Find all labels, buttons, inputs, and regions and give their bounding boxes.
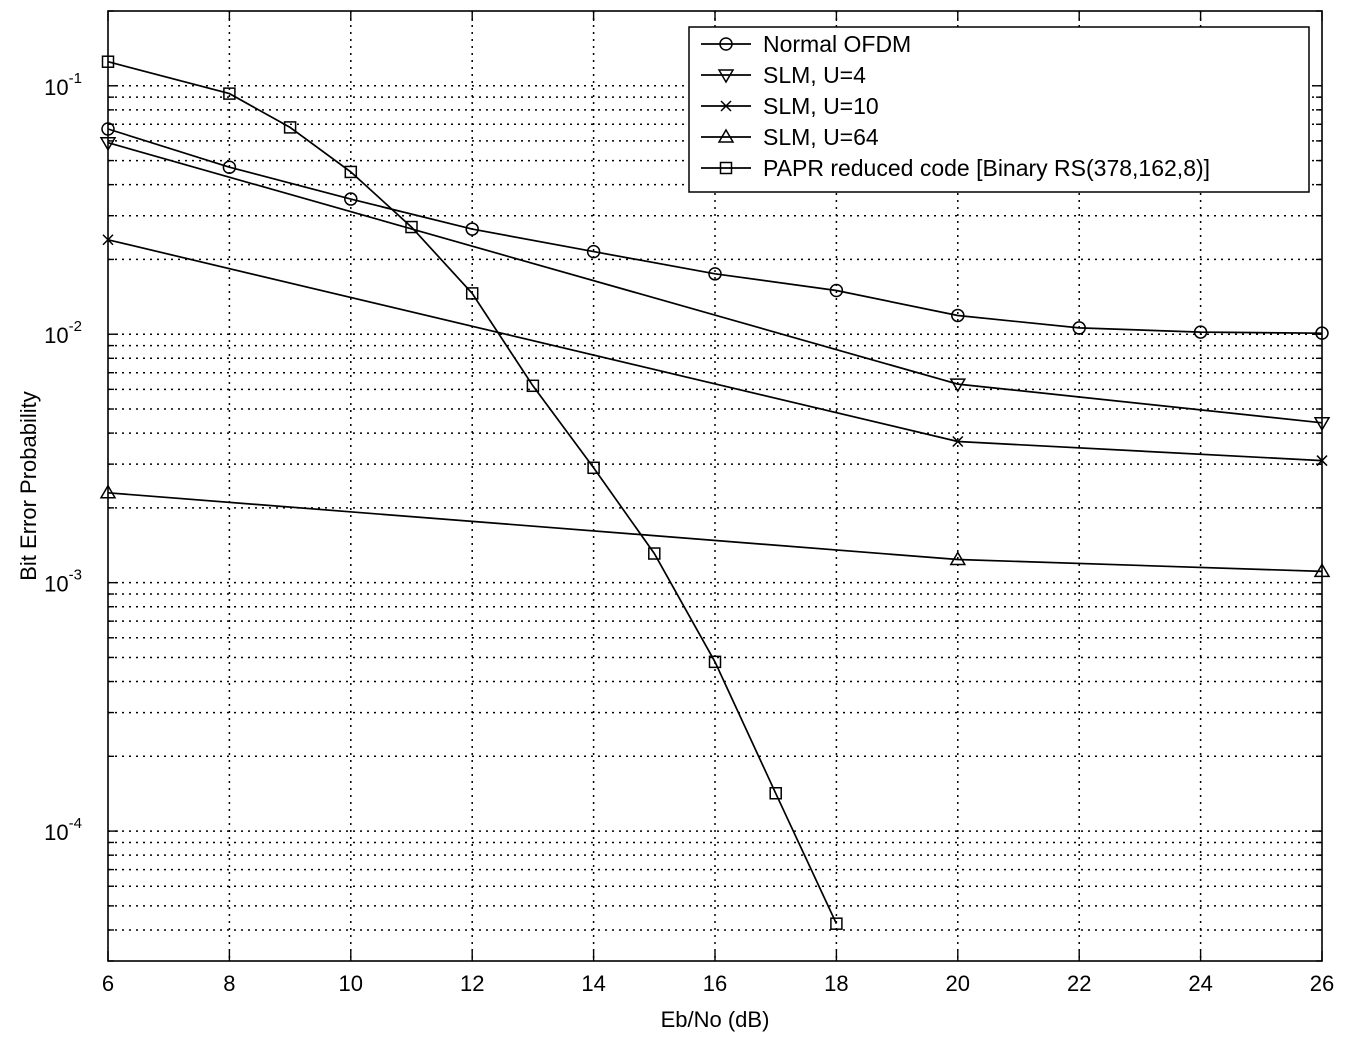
- y-axis-title: Bit Error Probability: [16, 391, 41, 581]
- x-tick-label: 8: [223, 971, 235, 996]
- legend-label: Normal OFDM: [763, 31, 911, 57]
- y-tick-label: 10-2: [44, 318, 82, 348]
- x-tick-label: 22: [1067, 971, 1091, 996]
- x-tick-label: 10: [339, 971, 363, 996]
- y-tick-label: 10-4: [44, 815, 82, 845]
- legend-label: SLM, U=4: [763, 62, 866, 88]
- legend-entry: PAPR reduced code [Binary RS(378,162,8)]: [701, 155, 1210, 181]
- x-tick-label: 18: [824, 971, 848, 996]
- x-tick-label: 24: [1188, 971, 1212, 996]
- x-tick-label: 16: [703, 971, 727, 996]
- legend-label: SLM, U=10: [763, 93, 879, 119]
- x-tick-label: 14: [581, 971, 605, 996]
- x-tick-label: 12: [460, 971, 484, 996]
- x-tick-label: 20: [946, 971, 970, 996]
- legend-label: SLM, U=64: [763, 124, 879, 150]
- y-tick-label: 10-3: [44, 567, 82, 597]
- ber-chart: 6 8 10 12 14 16 18 20 22 24 26 10-1 10-2 10-3 10-4 Eb/…: [0, 0, 1347, 1043]
- y-tick-label: 10-1: [44, 70, 82, 100]
- legend: Normal OFDM SLM, U=4 SLM, U=10 SLM, U=64 PAP…: [689, 27, 1309, 192]
- x-tick-label: 6: [102, 971, 114, 996]
- x-tick-label: 26: [1310, 971, 1334, 996]
- x-axis-title: Eb/No (dB): [661, 1007, 770, 1032]
- legend-label: PAPR reduced code [Binary RS(378,162,8)]: [763, 155, 1210, 181]
